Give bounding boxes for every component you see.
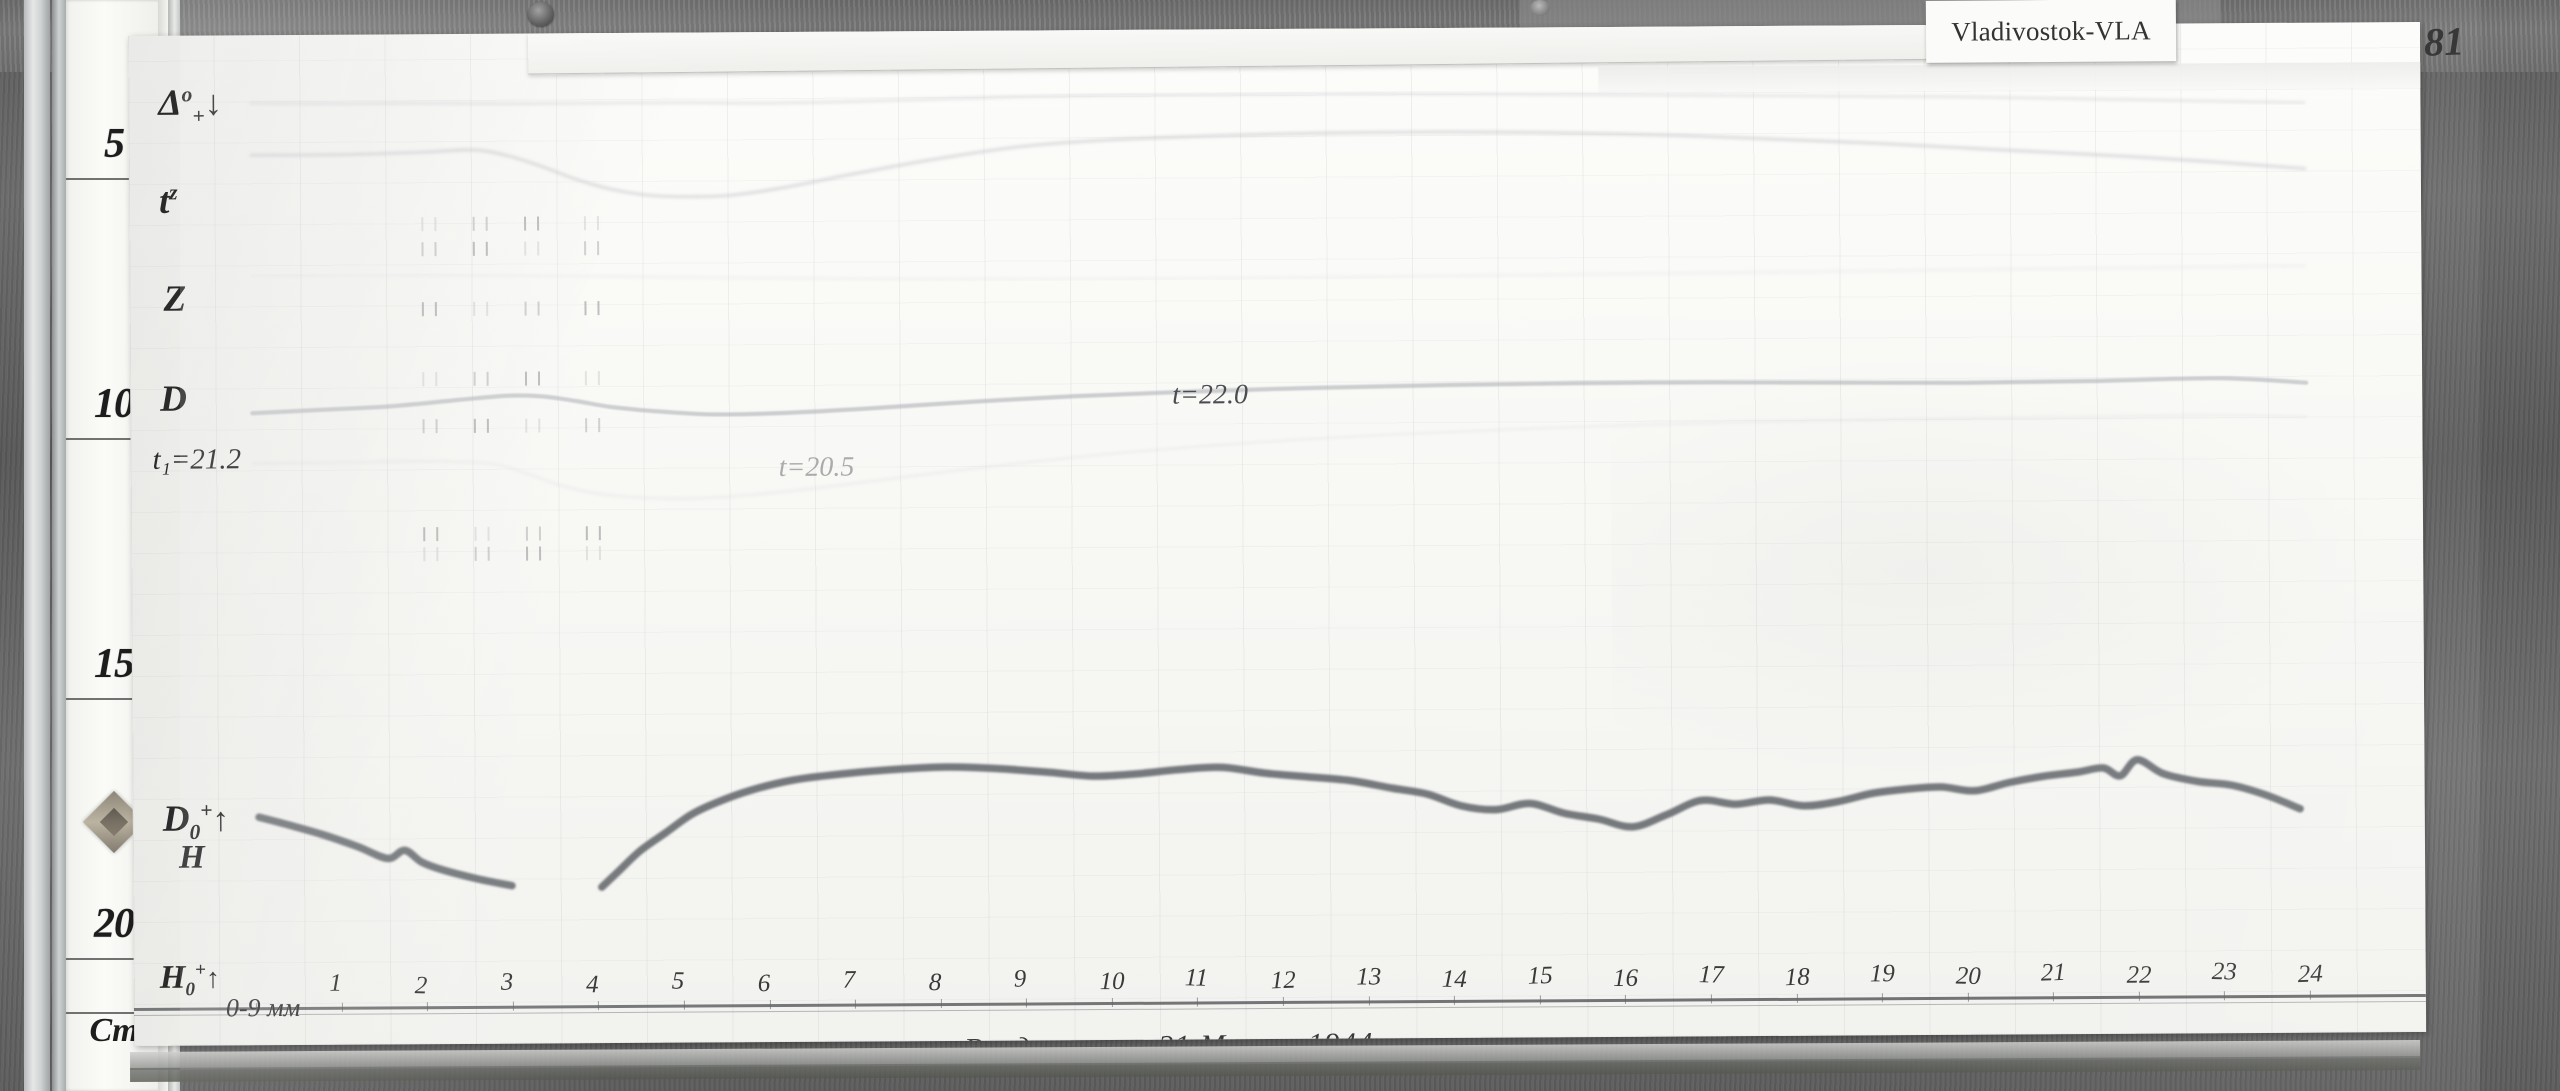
hour-label-19: 19 <box>1869 960 1895 988</box>
trace-delta-o-plus-baseline <box>249 92 2306 105</box>
hour-tick <box>427 1002 429 1012</box>
hour-label-18: 18 <box>1783 963 1810 992</box>
hour-tick <box>1197 997 1199 1007</box>
hour-tick <box>2138 991 2140 1001</box>
hour-tick <box>854 999 857 1009</box>
hour-label-1: 1 <box>329 969 342 997</box>
magnetogram-sheet: Δo+↓ tz Z D t₁=21.2 t=20.5 t=22.0 D0+↑ H… <box>128 21 2427 1046</box>
trace-layer <box>249 92 2309 891</box>
hour-label-20: 20 <box>1955 962 1981 991</box>
hour-label-21: 21 <box>2040 958 2067 987</box>
trace-t-z-temperature-trace <box>249 130 2307 198</box>
ruler-label-20: 20 <box>94 901 135 947</box>
hour-label-8: 8 <box>928 968 942 997</box>
hour-tick <box>1282 996 1284 1006</box>
hour-label-16: 16 <box>1613 964 1639 992</box>
hour-label-7: 7 <box>842 966 856 994</box>
hour-label-13: 13 <box>1356 963 1382 991</box>
hour-tick <box>512 1001 514 1011</box>
ruler-tick <box>66 958 162 960</box>
hour-tick <box>1368 996 1370 1006</box>
ruler-tick <box>66 1012 162 1014</box>
hour-label-12: 12 <box>1270 966 1297 995</box>
hour-label-15: 15 <box>1527 961 1553 990</box>
sheet-number: 81 <box>2423 18 2465 65</box>
trace-d-declination-trace <box>250 376 2309 417</box>
ruler-tick <box>66 178 162 180</box>
ruler-tick <box>66 698 162 700</box>
screw-icon-secondary <box>1530 0 1550 16</box>
hour-label-17: 17 <box>1698 961 1724 989</box>
screw-icon <box>528 2 554 26</box>
hour-tick <box>598 1001 600 1011</box>
ruler-tick <box>66 438 162 440</box>
hour-label-11: 11 <box>1184 964 1209 992</box>
ruler-label-5: 5 <box>104 121 125 167</box>
hour-tick <box>1539 995 1541 1005</box>
hour-label-4: 4 <box>586 971 599 999</box>
trace-d-lower-temperature-trace <box>251 414 2308 500</box>
hour-label-3: 3 <box>500 968 514 996</box>
hour-tick <box>255 1003 257 1013</box>
hour-tick <box>940 999 942 1009</box>
hour-tick <box>683 1000 685 1010</box>
hour-label-5: 5 <box>671 967 685 995</box>
hour-tick <box>2224 991 2226 1001</box>
station-id-label: Vladivostok-VLA <box>1925 0 2177 63</box>
hour-tick <box>1796 993 1798 1003</box>
ruler-label-15: 15 <box>94 641 135 687</box>
hour-label-10: 10 <box>1099 967 1125 996</box>
mount-rail-outer <box>24 0 50 1091</box>
hour-tick <box>2053 992 2055 1002</box>
ruler-label-10: 10 <box>94 381 135 427</box>
hour-tick <box>2309 990 2311 1000</box>
hour-label-6: 6 <box>756 969 771 998</box>
hour-tick <box>1026 998 1028 1008</box>
trace-h-horizontal-component-trace <box>255 813 516 890</box>
hour-tick <box>1967 992 1969 1002</box>
hour-label-14: 14 <box>1441 965 1468 994</box>
mount-rail-middle <box>52 0 66 1091</box>
ruler-unit-label: Cm <box>89 1012 139 1049</box>
hour-tick <box>1881 993 1884 1003</box>
hour-tick <box>1111 998 1113 1008</box>
magnetogram-traces <box>249 92 2309 912</box>
hour-tick <box>769 1000 771 1010</box>
timing-tick-layer <box>421 216 604 912</box>
hour-tick <box>341 1002 343 1012</box>
hour-label-24: 24 <box>2297 960 2324 989</box>
trace-z-vertical-component-trace <box>250 264 2307 281</box>
hour-label-2: 2 <box>414 972 428 1000</box>
hour-tick <box>1454 995 1456 1005</box>
trace-h-horizontal-component-trace <box>598 755 2304 891</box>
hour-label-9: 9 <box>1013 965 1027 993</box>
hour-tick <box>1710 994 1712 1004</box>
hour-tick <box>1625 994 1627 1004</box>
hour-label-23: 23 <box>2211 957 2238 986</box>
hour-label-22: 22 <box>2126 961 2152 989</box>
